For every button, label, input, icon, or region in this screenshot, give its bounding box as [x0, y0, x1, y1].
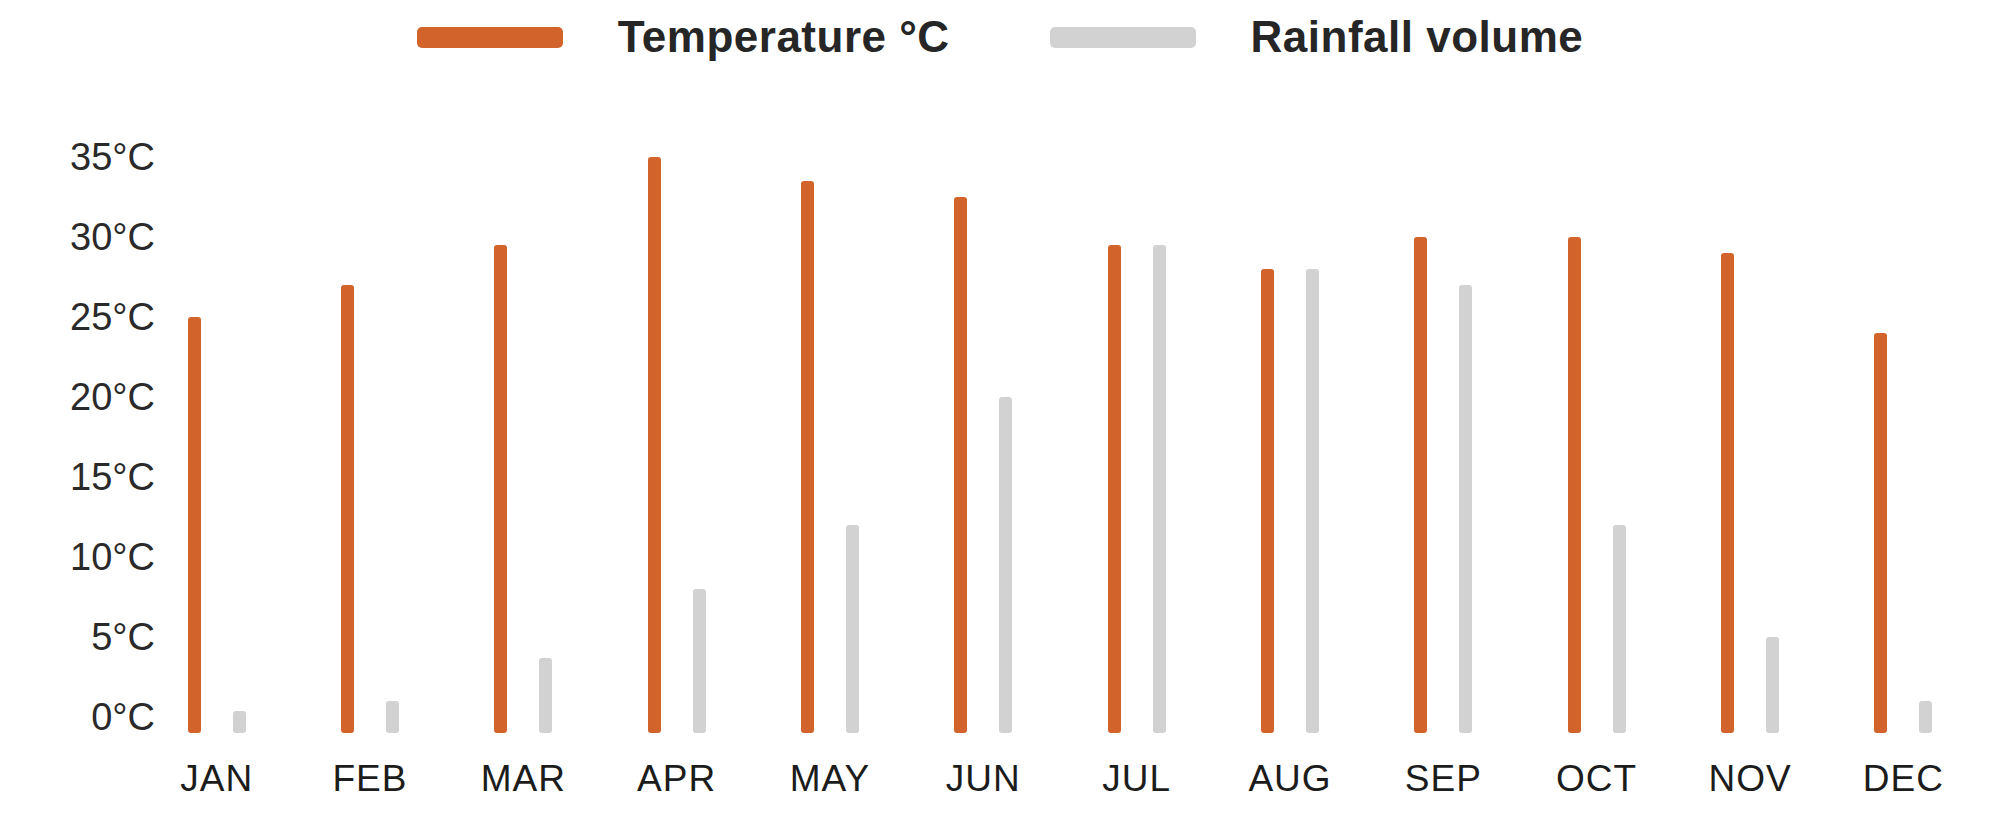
rainfall-swatch-icon: [1050, 27, 1196, 48]
plot-area: [140, 141, 1980, 733]
rainfall-bar-sep: [1459, 285, 1472, 733]
y-tick-label: 15°C: [5, 455, 155, 499]
x-tick-label-jul: JUL: [1067, 758, 1207, 800]
x-tick-label-dec: DEC: [1833, 758, 1973, 800]
temperature-bar-nov: [1721, 253, 1734, 733]
temperature-bar-jun: [954, 197, 967, 733]
rainfall-bar-oct: [1613, 525, 1626, 733]
temperature-bar-sep: [1414, 237, 1427, 733]
temperature-swatch-icon: [417, 27, 563, 48]
legend-item-temperature: Temperature °C: [417, 12, 950, 62]
rainfall-bar-jul: [1153, 245, 1166, 733]
rainfall-bar-dec: [1919, 701, 1932, 733]
rainfall-bar-aug: [1306, 269, 1319, 733]
x-tick-label-aug: AUG: [1220, 758, 1360, 800]
temperature-bar-may: [801, 181, 814, 733]
y-tick-label: 0°C: [5, 695, 155, 739]
temperature-legend-label: Temperature °C: [618, 12, 950, 62]
x-tick-label-sep: SEP: [1373, 758, 1513, 800]
temperature-bar-oct: [1568, 237, 1581, 733]
temperature-bar-jul: [1108, 245, 1121, 733]
rainfall-bar-nov: [1766, 637, 1779, 733]
rainfall-legend-label: Rainfall volume: [1251, 12, 1584, 62]
temperature-bar-mar: [494, 245, 507, 733]
rainfall-bar-may: [846, 525, 859, 733]
temperature-rainfall-bar-chart: Temperature °C Rainfall volume 35°C 30°C 2…: [0, 0, 2000, 814]
temperature-bar-aug: [1261, 269, 1274, 733]
temperature-bar-jan: [188, 317, 201, 733]
x-tick-label-jan: JAN: [147, 758, 287, 800]
temperature-bar-apr: [648, 157, 661, 733]
rainfall-bar-jun: [999, 397, 1012, 733]
rainfall-bar-jan: [233, 711, 246, 733]
rainfall-bar-mar: [539, 658, 552, 733]
rainfall-bar-apr: [693, 589, 706, 733]
temperature-bar-feb: [341, 285, 354, 733]
y-tick-label: 5°C: [5, 615, 155, 659]
chart-legend: Temperature °C Rainfall volume: [0, 12, 2000, 62]
x-tick-label-oct: OCT: [1527, 758, 1667, 800]
x-tick-label-may: MAY: [760, 758, 900, 800]
rainfall-bar-feb: [386, 701, 399, 733]
y-tick-label: 25°C: [5, 295, 155, 339]
x-tick-label-apr: APR: [607, 758, 747, 800]
x-tick-label-jun: JUN: [913, 758, 1053, 800]
y-tick-label: 10°C: [5, 535, 155, 579]
x-tick-label-mar: MAR: [453, 758, 593, 800]
y-tick-label: 35°C: [5, 135, 155, 179]
temperature-bar-dec: [1874, 333, 1887, 733]
legend-item-rainfall: Rainfall volume: [1050, 12, 1584, 62]
x-tick-label-feb: FEB: [300, 758, 440, 800]
x-tick-label-nov: NOV: [1680, 758, 1820, 800]
y-tick-label: 30°C: [5, 215, 155, 259]
y-tick-label: 20°C: [5, 375, 155, 419]
